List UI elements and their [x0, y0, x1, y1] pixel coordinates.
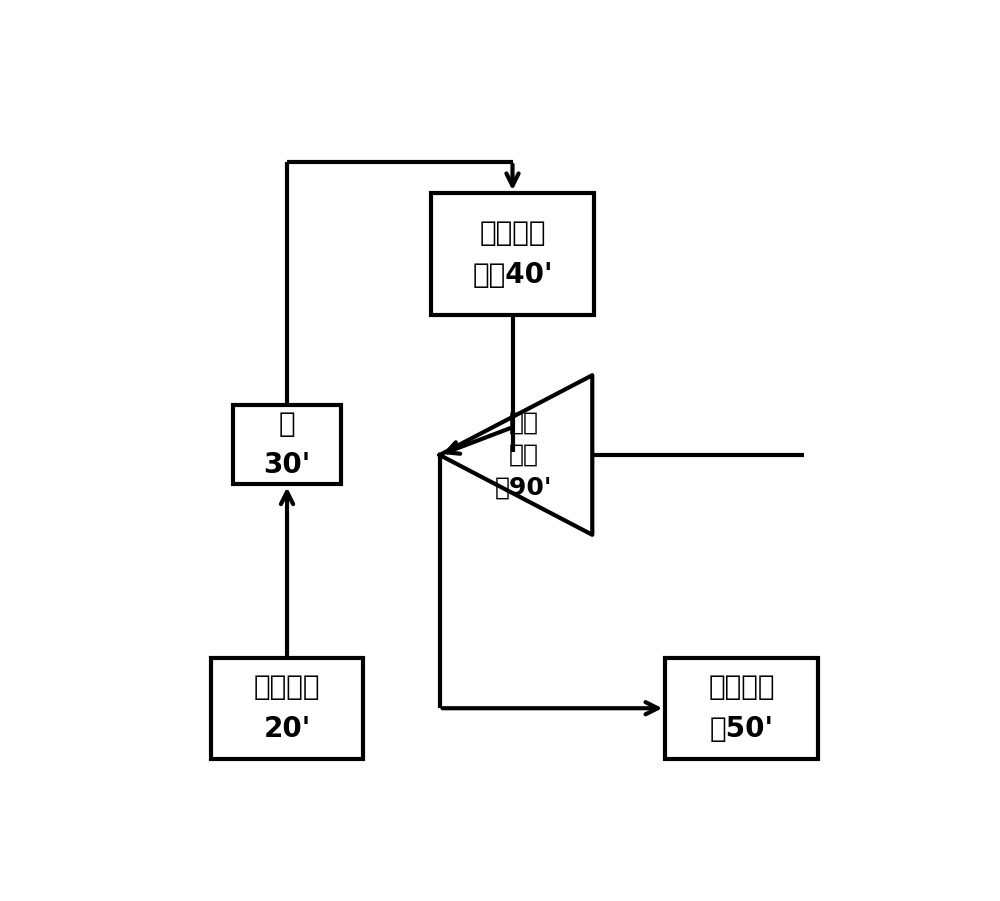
- Text: 助焊剂喷: 助焊剂喷: [708, 673, 775, 701]
- Text: 助焊剂存: 助焊剂存: [479, 219, 546, 247]
- Bar: [665, 658, 818, 759]
- Text: 泵: 泵: [279, 410, 295, 438]
- Text: 30': 30': [263, 451, 311, 479]
- Bar: [211, 658, 363, 759]
- Text: 助焊剂桶: 助焊剂桶: [254, 673, 320, 701]
- Text: 咀50': 咀50': [709, 715, 773, 743]
- Bar: [233, 405, 341, 485]
- Text: 20': 20': [263, 715, 311, 743]
- Text: 设置: 设置: [509, 443, 539, 467]
- Text: 手工: 手工: [509, 410, 539, 434]
- Text: 储罐40': 储罐40': [472, 260, 553, 288]
- Text: 阀90': 阀90': [495, 476, 552, 500]
- Bar: [431, 193, 594, 314]
